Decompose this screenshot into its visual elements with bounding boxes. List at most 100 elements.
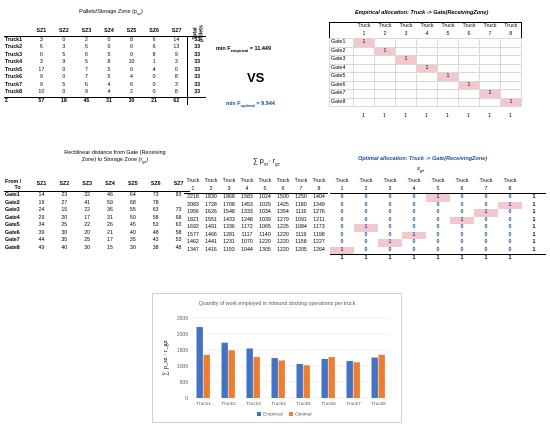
- x-tick-label: Truck2: [221, 401, 236, 407]
- table-row: 0 0 0 0 0 1 0 0 1: [330, 216, 546, 224]
- row-sum: 1: [532, 194, 536, 200]
- row-label: Truck8: [5, 89, 23, 95]
- cell: 41: [84, 199, 91, 206]
- gate-label: Gate3: [329, 55, 354, 65]
- sum-cell: 57: [38, 97, 45, 104]
- sum-row: Σ 57 18 45 31 30 21 62: [4, 97, 206, 105]
- row-label: Truck3: [5, 51, 23, 58]
- truck-number: 8: [317, 185, 321, 192]
- cell: 0: [62, 36, 66, 43]
- bar-optimal: [328, 357, 335, 398]
- allocation-cell: 0: [484, 201, 488, 208]
- row-label: Truck7: [5, 81, 23, 88]
- allocation-cell: 0: [364, 239, 368, 245]
- truck-header: Truck: [276, 178, 290, 184]
- row-sum: 1: [532, 209, 536, 215]
- truck-header: Truck: [420, 23, 434, 29]
- truck-header: Truck: [222, 178, 236, 184]
- table-row: 1821 1551 1433 1248 1039 1279 1091 1211: [184, 217, 328, 225]
- truck-number: 2: [383, 30, 387, 37]
- cell: 1250: [295, 194, 307, 200]
- cell: 8: [107, 59, 111, 65]
- allocation-cell: 1: [426, 193, 450, 202]
- table-row: 0 0 0 0 1 0 0 0 1: [330, 193, 546, 202]
- cell: 25: [84, 237, 91, 243]
- allocation-cell: 0: [388, 201, 392, 208]
- row-total: 33: [187, 44, 206, 52]
- gate-label: Gate4: [329, 63, 354, 73]
- cell: 53: [175, 237, 182, 243]
- row-sum: 1: [532, 224, 536, 230]
- chart-title: Quantity of work employed in inbound doc…: [199, 301, 356, 307]
- allocation-cell: 0: [484, 224, 488, 230]
- cell: 63: [175, 222, 182, 228]
- table-row: Gate8 49 40 30 15 30 38 48: [4, 245, 190, 253]
- allocation-cell: 1: [450, 216, 474, 224]
- pallets-caption: Pallets/Storage Zone (psz): [79, 9, 143, 17]
- empty-cell: [437, 38, 459, 48]
- cell: 24: [38, 207, 45, 213]
- allocation-cell: 0: [484, 246, 488, 253]
- cell: 15: [107, 244, 113, 251]
- allocation-cell: 0: [460, 194, 464, 200]
- product-formula: ∑ psz· rgz: [253, 158, 280, 167]
- empty-cell: [374, 80, 396, 90]
- allocation-cell: 0: [388, 209, 392, 215]
- cell: 9: [174, 51, 178, 58]
- allocation-cell: 0: [340, 194, 344, 200]
- cell: 1500: [277, 194, 289, 200]
- allocation-cell: 1: [354, 224, 378, 232]
- allocation-cell: 0: [508, 224, 512, 230]
- cell: 1117: [241, 231, 253, 238]
- distance-col-header: SZ2: [59, 180, 70, 187]
- column-sum: 1: [425, 113, 428, 119]
- table-row: 1577 1466 1281 1117 1140 1220 1119 1198: [184, 232, 328, 240]
- bar-optimal: [353, 362, 360, 398]
- table-row: Gate6 1: [329, 80, 522, 90]
- cell: 0: [130, 66, 133, 73]
- table-row: Gate2 19 27 41 59 68 78: [4, 200, 190, 208]
- empty-cell: [500, 89, 522, 99]
- table-row: Truck4 3 9 5 8 10 1 3 33: [4, 59, 206, 67]
- y-tick-label: 2500: [177, 316, 188, 322]
- cell: 8: [152, 51, 156, 58]
- cell: 22: [84, 222, 91, 228]
- row-total: 33: [187, 89, 206, 97]
- cell: 78: [152, 199, 159, 206]
- cell: 1868: [223, 194, 235, 200]
- column-sum: 1: [509, 113, 512, 119]
- cell: 55: [129, 207, 136, 213]
- table-row: Gate3 24 15 22 36 55 63 73: [4, 207, 190, 215]
- cell: 1119: [295, 231, 307, 238]
- table-row: Gate1 1: [329, 38, 522, 48]
- empty-cell: [458, 97, 480, 107]
- cell: 1198: [313, 231, 325, 238]
- truck-header: Truck: [240, 178, 254, 184]
- truck-number: 3: [227, 185, 231, 192]
- empirical-matrix: Truck Truck Truck Truck Truck Truck Truck Truck…: [329, 22, 522, 107]
- cell: 3: [174, 81, 178, 88]
- truck-number: 2: [364, 185, 368, 192]
- cell: 1193: [223, 246, 235, 253]
- allocation-cell: 0: [364, 201, 368, 208]
- table-row: 0 0 0 1 0 0 0 0 1: [330, 231, 546, 239]
- cell: 5: [62, 51, 66, 58]
- truck-header: Truck: [504, 23, 518, 29]
- allocation-cell: 1: [402, 231, 426, 239]
- cell: 21: [107, 229, 113, 236]
- empty-cell: [416, 55, 438, 65]
- cell: 1220: [277, 231, 289, 238]
- cell: 48: [175, 244, 182, 251]
- cell: 1821: [187, 216, 199, 223]
- legend-swatch-empirical: [257, 412, 261, 416]
- truck-number: 6: [460, 185, 464, 192]
- cell: 17: [38, 66, 45, 73]
- cell: 1276: [313, 209, 325, 215]
- cell: 0: [107, 44, 111, 50]
- cell: 30: [129, 244, 136, 251]
- empty-cell: [458, 72, 480, 82]
- allocation-cell: 0: [436, 209, 440, 215]
- empty-cell: [353, 89, 375, 99]
- table-row: Truck1 3 0 2 0 8 6 14 33: [4, 36, 206, 44]
- table-row: Gate4 29 20 17 31 50 58 68: [4, 215, 190, 223]
